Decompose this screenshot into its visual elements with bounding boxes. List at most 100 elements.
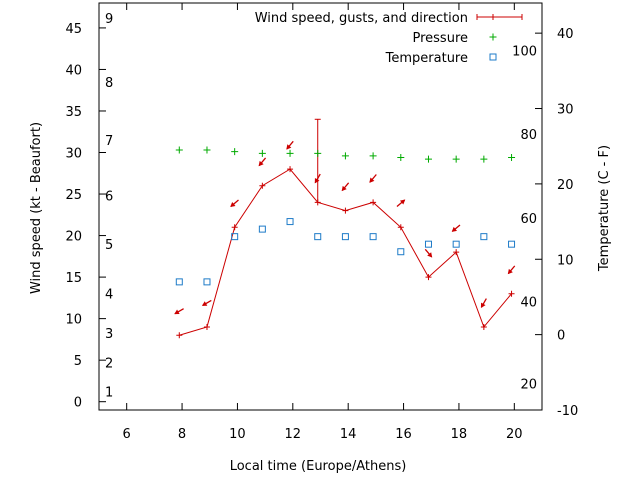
- fahrenheit-label: 20: [520, 378, 537, 393]
- beaufort-label: 1: [105, 386, 113, 401]
- y-tick-label: 10: [65, 313, 82, 328]
- x-tick-label: 10: [229, 427, 246, 442]
- temperature-point: [203, 278, 211, 286]
- x-tick-label: 20: [506, 427, 523, 442]
- wind-direction-arrowhead: [427, 252, 433, 258]
- wind-point: [231, 224, 238, 231]
- x-tick-label: 12: [285, 427, 302, 442]
- pressure-point: [231, 148, 239, 156]
- fahrenheit-label: 100: [512, 44, 537, 59]
- pressure-point: [424, 155, 432, 163]
- y-tick-label: 25: [65, 188, 82, 203]
- temperature-point: [175, 278, 183, 286]
- chart-series: [174, 118, 516, 339]
- legend-swatch-temperature: [489, 53, 497, 61]
- y2-axis-title: Temperature (C - F): [597, 145, 612, 272]
- y-tick-label: 0: [74, 396, 82, 411]
- beaufort-label: 8: [105, 76, 113, 91]
- legend-label-wind: Wind speed, gusts, and direction: [255, 11, 468, 26]
- temperature-point: [424, 240, 432, 248]
- pressure-point: [341, 152, 349, 160]
- wind-direction-arrowhead: [369, 177, 375, 183]
- fahrenheit-label: 40: [520, 295, 537, 310]
- wind-point: [370, 199, 377, 206]
- y-tick-label: 35: [65, 105, 82, 120]
- wind-direction-arrowhead: [230, 201, 236, 208]
- wind-direction-arrowhead: [451, 226, 457, 232]
- plot-frame: [98, 2, 543, 411]
- wind-direction-arrowhead: [399, 199, 406, 205]
- pressure-point: [369, 152, 377, 160]
- pressure-point: [452, 155, 460, 163]
- y-axis-title: Wind speed (kt - Beaufort): [29, 122, 44, 294]
- temperature-point: [480, 233, 488, 241]
- y-tick-label: 20: [65, 230, 82, 245]
- temperature-point: [397, 248, 405, 256]
- temperature-point: [314, 233, 322, 241]
- legend-label-temperature: Temperature: [385, 51, 468, 66]
- wind-direction-arrowhead: [258, 160, 264, 167]
- legend-swatch-pressure: [489, 33, 497, 41]
- fahrenheit-label: 60: [520, 212, 537, 227]
- wind-direction-arrowhead: [507, 268, 513, 275]
- temperature-point: [258, 225, 266, 233]
- y2-tick-label: 20: [557, 178, 574, 193]
- wind-point: [453, 249, 460, 256]
- x-tick-label: 18: [451, 427, 468, 442]
- pressure-point: [203, 146, 211, 154]
- y-tick-label: 5: [74, 354, 82, 369]
- wind-direction-arrowhead: [480, 302, 486, 308]
- wind-direction-arrowhead: [201, 301, 208, 306]
- wind-point: [397, 224, 404, 231]
- beaufort-label: 5: [105, 238, 113, 253]
- beaufort-label: 4: [105, 288, 113, 303]
- wind-direction-arrowhead: [286, 144, 292, 150]
- wind-point: [508, 290, 515, 297]
- legend-swatch-wind-point: [490, 14, 496, 20]
- pressure-point: [286, 149, 294, 157]
- beaufort-label: 3: [105, 327, 113, 342]
- beaufort-label: 6: [105, 190, 113, 205]
- wind-point: [480, 323, 487, 330]
- pressure-point: [480, 155, 488, 163]
- x-tick-label: 6: [123, 427, 131, 442]
- y-tick-label: 40: [65, 63, 82, 78]
- beaufort-label: 2: [105, 357, 113, 372]
- wind-direction-arrowhead: [341, 185, 347, 192]
- x-tick-label: 16: [395, 427, 412, 442]
- beaufort-label: 9: [105, 12, 113, 27]
- wind-speed-line: [179, 168, 512, 336]
- y2-tick-label: 40: [557, 27, 574, 42]
- pressure-point: [175, 146, 183, 154]
- chart-legend: Wind speed, gusts, and direction Pressure…: [255, 11, 523, 66]
- temperature-point: [369, 233, 377, 241]
- wind-point: [259, 182, 266, 189]
- temperature-point: [231, 233, 239, 241]
- beaufort-label: 7: [105, 134, 113, 149]
- wind-point: [287, 166, 294, 173]
- wind-point: [176, 332, 183, 339]
- fahrenheit-label: 80: [520, 128, 537, 143]
- y2-tick-label: 30: [557, 103, 574, 118]
- y-tick-label: 15: [65, 271, 82, 286]
- legend-label-pressure: Pressure: [412, 31, 468, 46]
- temperature-point: [452, 240, 460, 248]
- wind-point: [342, 207, 349, 214]
- pressure-point: [314, 149, 322, 157]
- wind-direction-arrowhead: [314, 177, 320, 184]
- x-tick-label: 14: [340, 427, 357, 442]
- temperature-point: [341, 233, 349, 241]
- pressure-point: [508, 153, 516, 161]
- chart-labels: 051015202530354045-100102030402040608010…: [29, 12, 612, 474]
- x-tick-label: 8: [178, 427, 186, 442]
- wind-point: [203, 323, 210, 330]
- temperature-point: [286, 218, 294, 226]
- temperature-point: [508, 240, 516, 248]
- y-tick-label: 45: [65, 22, 82, 37]
- y2-tick-label: 0: [557, 329, 565, 344]
- y-tick-label: 30: [65, 147, 82, 162]
- wind-point: [425, 274, 432, 281]
- wind-direction-arrowhead: [174, 309, 180, 315]
